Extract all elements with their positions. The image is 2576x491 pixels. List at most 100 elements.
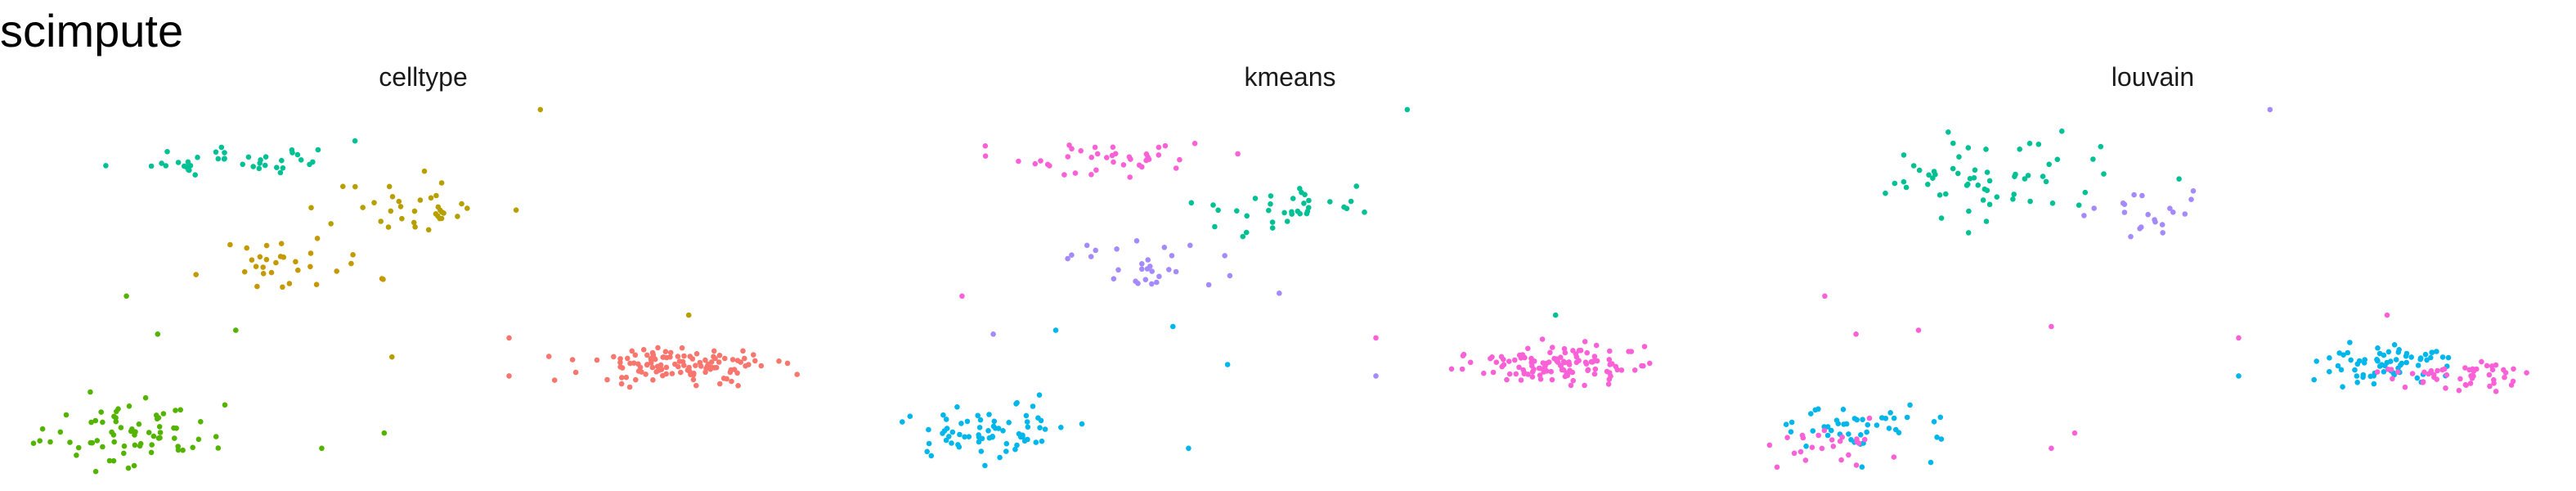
data-point-green (63, 412, 70, 418)
data-point-cyan (1846, 431, 1851, 437)
data-point-cyan (1014, 442, 1020, 448)
data-point-pink (1614, 367, 1620, 373)
data-point-mustard (263, 256, 270, 263)
data-point-cyan (1788, 419, 1795, 426)
data-point-teal (103, 163, 109, 169)
data-point-mustard (380, 277, 386, 282)
data-point-purple (2139, 192, 2145, 199)
data-point-olive (464, 205, 470, 211)
data-point-pink (1576, 348, 1582, 354)
data-point-red (729, 357, 736, 363)
data-point-pink (2524, 370, 2529, 376)
data-point-olive (412, 224, 418, 230)
data-point-cyan (1858, 432, 1864, 438)
panel-louvain: louvain (1730, 0, 2576, 491)
data-point-pink (1791, 450, 1797, 457)
data-point-teal (2090, 156, 2096, 162)
data-point-cyan (976, 434, 982, 440)
data-point-pink (2439, 367, 2445, 373)
data-point-red (623, 374, 630, 381)
data-point-teal (213, 149, 219, 155)
data-point-teal (1965, 230, 1972, 236)
data-point-cyan (2417, 356, 2423, 363)
data-point-pink (2426, 371, 2431, 377)
data-point-cyan (2354, 373, 2360, 379)
data-point-pink (1891, 454, 1897, 460)
data-point-olive (411, 208, 418, 214)
data-point-pink (1088, 172, 1094, 178)
data-point-red (669, 371, 675, 376)
data-point-green (100, 444, 105, 450)
data-point-red (698, 363, 704, 369)
data-point-red (693, 382, 699, 389)
data-point-pink (1047, 163, 1052, 169)
data-point-pink (1499, 363, 1505, 370)
data-point-cyan (1024, 419, 1030, 425)
data-point-teal (1901, 178, 1907, 185)
data-point-green (74, 453, 79, 458)
data-point-pink (1192, 141, 1198, 146)
panel-kmeans: kmeans (867, 0, 1713, 491)
data-point-pink (1559, 367, 1565, 373)
data-point-pink (1506, 371, 1513, 377)
data-point-red (702, 357, 708, 363)
data-point-mustard (314, 236, 321, 241)
data-point-red (644, 362, 650, 368)
data-point-cyan (1003, 448, 1009, 454)
data-point-teal (1348, 198, 1354, 205)
data-point-green (132, 442, 138, 448)
data-point-cyan (956, 444, 963, 450)
data-point-teal (1938, 215, 1945, 221)
data-point-green (157, 430, 164, 435)
data-point-red (572, 369, 579, 376)
data-point-pink (1797, 448, 1804, 455)
data-point-pink (1139, 164, 1145, 170)
data-point-cyan (1037, 425, 1043, 430)
data-point-pink (1504, 376, 1510, 383)
data-point-red (717, 381, 723, 387)
data-point-pink (2466, 367, 2472, 373)
data-point-cyan (2385, 349, 2392, 355)
data-point-pink (1156, 152, 1162, 158)
data-point-cyan (900, 419, 905, 425)
data-point-green (47, 439, 53, 445)
data-point-pink (1576, 358, 1582, 364)
data-point-cyan (2388, 358, 2394, 364)
data-point-red (604, 376, 610, 383)
data-point-teal (1284, 218, 1290, 224)
data-point-cyan (2439, 354, 2446, 360)
data-point-cyan (1025, 436, 1030, 443)
data-point-pink (1110, 144, 1116, 151)
data-point-pink (1784, 435, 1790, 440)
data-point-pink (1607, 348, 1613, 354)
data-point-teal (1901, 152, 1907, 158)
panel-title-kmeans: kmeans (1244, 62, 1336, 92)
data-point-outlier (2236, 373, 2242, 379)
data-point-pink (1618, 367, 1625, 373)
data-point-pink (1093, 167, 1099, 173)
data-point-pink (1537, 376, 1544, 382)
data-point-teal (277, 169, 284, 176)
data-point-red (716, 359, 722, 365)
data-point-olive (437, 215, 443, 222)
data-point-pink (1641, 344, 1648, 349)
data-point-cyan (2354, 380, 2360, 385)
data-point-cyan (2340, 352, 2346, 358)
data-point-purple (2131, 191, 2137, 198)
data-point-teal (1281, 209, 1287, 216)
data-point-green (128, 428, 134, 435)
data-point-cyan (1058, 425, 1064, 430)
data-point-teal (1916, 167, 1923, 173)
data-point-teal (218, 144, 225, 151)
data-point-red (657, 365, 663, 371)
data-point-green (114, 408, 119, 415)
data-point-green (110, 432, 117, 438)
data-point-pink (1156, 144, 1162, 151)
data-point-purple (1114, 246, 1120, 252)
data-point-green (190, 444, 195, 451)
data-point-outlier (123, 293, 129, 300)
data-point-outlier (506, 373, 512, 379)
data-point-mustard (193, 272, 199, 277)
data-point-pink (1558, 354, 1564, 361)
data-point-cyan (2408, 354, 2414, 360)
